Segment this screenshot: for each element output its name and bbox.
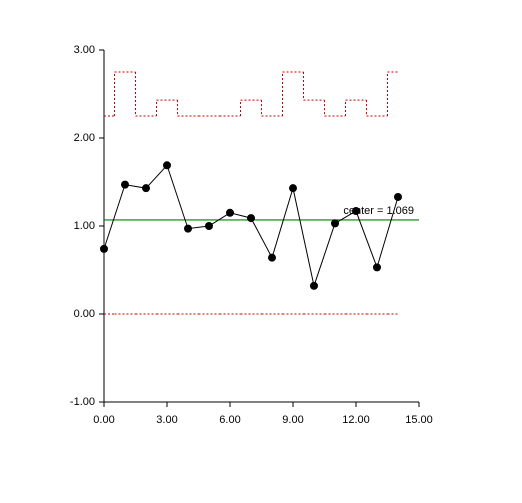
x-tick-label: 6.00 — [219, 414, 240, 426]
data-point — [247, 214, 255, 223]
data-point — [163, 161, 171, 170]
x-tick-label: 12.00 — [342, 414, 370, 426]
data-point — [394, 192, 402, 201]
data-point — [184, 224, 192, 233]
data-point — [331, 219, 339, 228]
center-label: center = 1.069 — [343, 205, 414, 217]
data-line — [103, 164, 399, 288]
data-point — [121, 180, 129, 189]
data-point — [373, 263, 381, 272]
y-tick-label: 3.00 — [74, 44, 95, 56]
y-tick-label: 1.00 — [74, 220, 95, 232]
y-tick-label: -1.00 — [70, 396, 95, 408]
x-tick-label: 9.00 — [282, 414, 303, 426]
y-tick-label: 0.00 — [74, 308, 95, 320]
y-tick-label: 2.00 — [74, 132, 95, 144]
data-point — [100, 244, 108, 253]
data-point — [310, 281, 318, 290]
data-point — [289, 184, 297, 193]
x-tick-label: 15.00 — [405, 414, 433, 426]
data-point — [205, 222, 213, 230]
x-tick-label: 0.00 — [93, 414, 114, 426]
data-point — [352, 207, 360, 216]
data-point — [268, 253, 276, 262]
x-tick-label: 3.00 — [156, 414, 177, 426]
data-point — [142, 184, 150, 193]
data-point — [226, 208, 234, 217]
